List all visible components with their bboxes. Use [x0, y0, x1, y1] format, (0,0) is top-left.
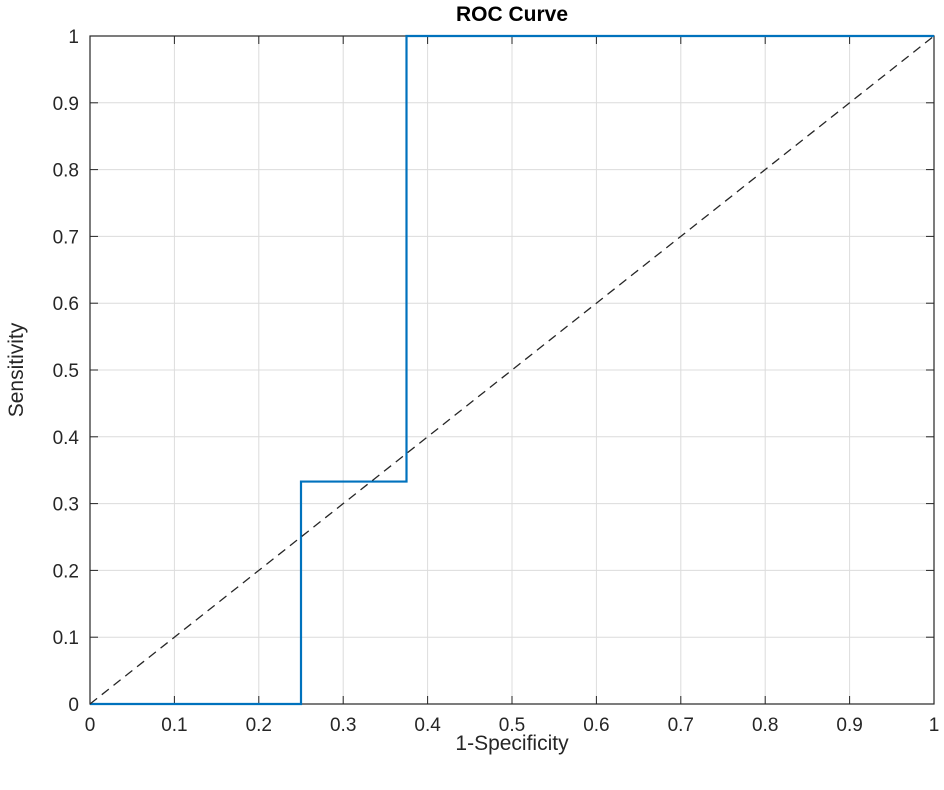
- chart-title: ROC Curve: [456, 3, 568, 26]
- x-tick-label: 0.9: [836, 715, 862, 736]
- grid-lines: [89, 35, 935, 705]
- y-axis-label: Sensitivity: [5, 322, 28, 417]
- y-tick-label: 0.4: [53, 428, 80, 449]
- y-tick-label: 0: [68, 695, 79, 716]
- x-tick-labels: 0 0.1 0.2 0.3 0.4 0.5 0.6 0.7 0.8 0.9 1: [85, 715, 940, 736]
- y-tick-label: 0.6: [53, 294, 79, 315]
- x-tick-label: 0.6: [583, 715, 609, 736]
- x-tick-label: 0.8: [752, 715, 778, 736]
- x-tick-label: 0.3: [330, 715, 356, 736]
- x-tick-label: 0.7: [668, 715, 694, 736]
- y-tick-label: 0.1: [53, 628, 79, 649]
- x-axis-label: 1-Specificity: [455, 732, 569, 755]
- x-tick-label: 0.4: [414, 715, 441, 736]
- y-tick-label: 0.5: [53, 361, 79, 382]
- y-tick-label: 0.9: [53, 94, 79, 115]
- x-tick-label: 0.1: [161, 715, 187, 736]
- x-tick-label: 0.5: [499, 715, 525, 736]
- y-tick-label: 1: [68, 27, 79, 48]
- x-tick-label: 0: [85, 715, 96, 736]
- y-tick-labels: 0 0.1 0.2 0.3 0.4 0.5 0.6 0.7 0.8 0.9 1: [53, 27, 80, 716]
- y-tick-label: 0.7: [53, 227, 79, 248]
- y-tick-label: 0.3: [53, 495, 79, 516]
- x-tick-label: 1: [929, 715, 940, 736]
- y-tick-label: 0.2: [53, 561, 79, 582]
- y-tick-label: 0.8: [53, 161, 79, 182]
- x-tick-label: 0.2: [246, 715, 272, 736]
- axis-ticks: [89, 35, 935, 705]
- series-layer: [89, 34, 935, 706]
- roc-curve-line: [90, 34, 934, 706]
